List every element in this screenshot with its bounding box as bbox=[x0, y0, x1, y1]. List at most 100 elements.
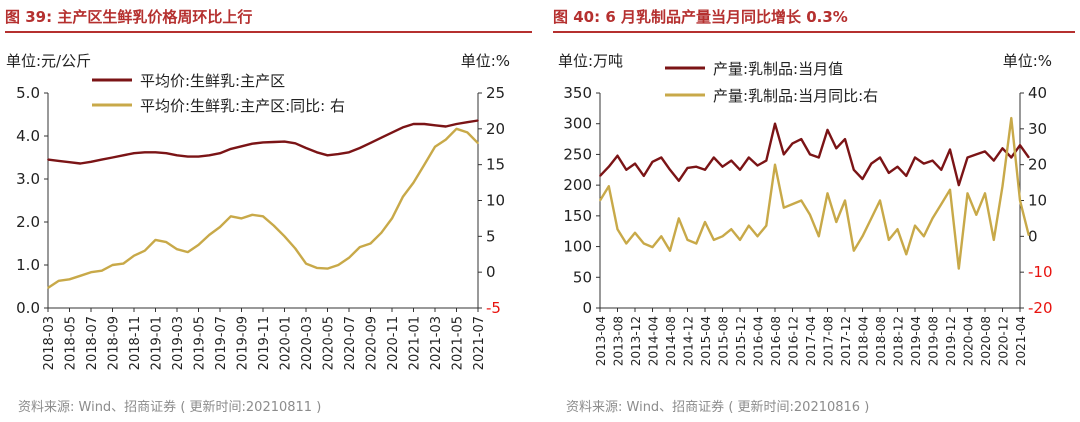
data-point-0-22 bbox=[791, 142, 794, 145]
data-point-1-27 bbox=[337, 264, 340, 266]
data-point-0-38 bbox=[455, 123, 458, 125]
data-point-0-35 bbox=[905, 175, 908, 177]
data-point-0-49 bbox=[1028, 156, 1030, 159]
data-point-1-30 bbox=[861, 235, 864, 238]
data-point-1-9 bbox=[678, 217, 680, 220]
data-point-0-25 bbox=[818, 156, 820, 159]
data-point-1-22 bbox=[791, 203, 794, 205]
data-point-0-16 bbox=[739, 169, 741, 171]
data-point-1-9 bbox=[144, 249, 146, 252]
left-tick-label-1: 1.0 bbox=[16, 256, 40, 274]
data-point-1-2 bbox=[616, 228, 619, 230]
data-point-1-14 bbox=[721, 235, 724, 238]
data-point-1-4 bbox=[634, 232, 636, 234]
data-point-1-6 bbox=[111, 264, 114, 266]
left-tick-label-6: 300 bbox=[563, 115, 592, 133]
x-tick-label-19: 2021-05 bbox=[451, 316, 466, 370]
data-point-1-15 bbox=[208, 234, 211, 236]
data-point-0-23 bbox=[294, 142, 297, 145]
data-point-0-23 bbox=[800, 138, 803, 140]
chart-title-fig40: 图 40: 6 月乳制品产量当月同比增长 0.3% bbox=[553, 8, 848, 26]
x-tick-label-5: 2019-01 bbox=[150, 316, 165, 370]
left-unit-label: 单位:万吨 bbox=[558, 52, 623, 70]
right-tick-label-1: -10 bbox=[1028, 263, 1053, 281]
data-point-1-28 bbox=[348, 257, 350, 259]
right-tick-label-2: 0 bbox=[1028, 227, 1038, 245]
data-point-0-17 bbox=[748, 156, 750, 159]
data-point-1-24 bbox=[305, 262, 307, 265]
data-point-0-36 bbox=[914, 156, 916, 159]
data-point-1-22 bbox=[283, 235, 286, 238]
data-point-0-43 bbox=[975, 153, 978, 156]
right-tick-label-5: 20 bbox=[486, 120, 505, 138]
data-point-1-31 bbox=[380, 232, 383, 234]
legend-label-0: 产量:乳制品:当月值 bbox=[713, 60, 843, 78]
data-point-1-7 bbox=[122, 262, 125, 265]
data-point-0-31 bbox=[870, 162, 873, 165]
data-point-0-5 bbox=[643, 175, 645, 177]
right-tick-label-0: -20 bbox=[1028, 299, 1053, 317]
data-point-1-48 bbox=[1019, 199, 1021, 202]
data-point-0-47 bbox=[1010, 156, 1013, 159]
x-tick-label-20: 2021-07 bbox=[472, 316, 487, 370]
data-point-1-34 bbox=[896, 228, 899, 230]
data-point-0-15 bbox=[730, 159, 733, 162]
x-tick-label-19: 2019-08 bbox=[927, 316, 941, 366]
data-point-0-25 bbox=[316, 151, 318, 154]
x-tick-label-8: 2015-12 bbox=[734, 316, 748, 366]
data-point-1-36 bbox=[914, 224, 916, 227]
x-tick-label-2: 2013-12 bbox=[629, 316, 643, 366]
left-tick-label-4: 200 bbox=[563, 176, 592, 194]
data-point-1-39 bbox=[466, 131, 469, 134]
data-point-0-4 bbox=[90, 161, 92, 163]
data-point-1-19 bbox=[765, 224, 768, 227]
x-tick-label-21: 2020-04 bbox=[962, 316, 976, 366]
data-point-1-11 bbox=[695, 242, 698, 245]
data-point-1-20 bbox=[774, 163, 776, 166]
x-tick-label-14: 2020-07 bbox=[343, 316, 358, 370]
data-point-0-20 bbox=[774, 122, 776, 125]
data-point-1-39 bbox=[940, 203, 943, 205]
right-tick-label-2: 5 bbox=[486, 227, 496, 245]
data-point-1-3 bbox=[625, 242, 628, 245]
data-point-0-21 bbox=[783, 153, 785, 156]
x-tick-label-22: 2020-08 bbox=[979, 316, 993, 366]
x-tick-label-13: 2017-08 bbox=[822, 316, 836, 366]
right-unit-label: 单位:% bbox=[461, 52, 510, 70]
source-note-fig39: 资料来源: Wind、招商证券 ( 更新时间:20210811 ) bbox=[18, 400, 322, 415]
data-point-1-13 bbox=[713, 239, 715, 241]
data-point-0-10 bbox=[686, 167, 689, 169]
data-point-0-24 bbox=[305, 147, 307, 149]
data-point-0-21 bbox=[273, 141, 275, 143]
x-tick-label-8: 2019-07 bbox=[214, 316, 229, 370]
data-point-1-33 bbox=[402, 196, 404, 198]
data-point-0-8 bbox=[133, 152, 135, 154]
data-point-0-27 bbox=[835, 147, 838, 150]
data-point-0-14 bbox=[721, 165, 724, 168]
data-point-0-14 bbox=[197, 155, 200, 158]
right-tick-label-3: 10 bbox=[486, 192, 505, 210]
data-point-1-19 bbox=[251, 214, 254, 216]
data-point-0-13 bbox=[713, 156, 715, 159]
data-point-1-21 bbox=[273, 224, 275, 227]
data-point-0-12 bbox=[704, 169, 706, 171]
data-point-0-31 bbox=[380, 136, 383, 139]
data-point-1-18 bbox=[240, 217, 243, 220]
data-point-0-35 bbox=[423, 123, 426, 125]
left-tick-label-0: 0.0 bbox=[16, 299, 40, 317]
data-point-0-1 bbox=[58, 160, 60, 162]
data-point-1-3 bbox=[79, 275, 82, 277]
data-point-0-22 bbox=[283, 140, 286, 143]
x-tick-label-24: 2021-04 bbox=[1014, 316, 1028, 366]
data-point-1-10 bbox=[686, 239, 689, 241]
data-point-0-44 bbox=[984, 150, 986, 153]
right-tick-label-6: 25 bbox=[486, 84, 505, 102]
data-point-1-46 bbox=[1001, 185, 1004, 187]
data-point-0-28 bbox=[348, 151, 350, 154]
left-tick-label-2: 2.0 bbox=[16, 213, 40, 231]
data-point-1-13 bbox=[187, 251, 189, 253]
data-point-0-18 bbox=[240, 145, 243, 148]
data-point-1-30 bbox=[369, 242, 372, 245]
data-point-1-35 bbox=[423, 163, 426, 166]
x-tick-label-15: 2018-04 bbox=[857, 316, 871, 366]
